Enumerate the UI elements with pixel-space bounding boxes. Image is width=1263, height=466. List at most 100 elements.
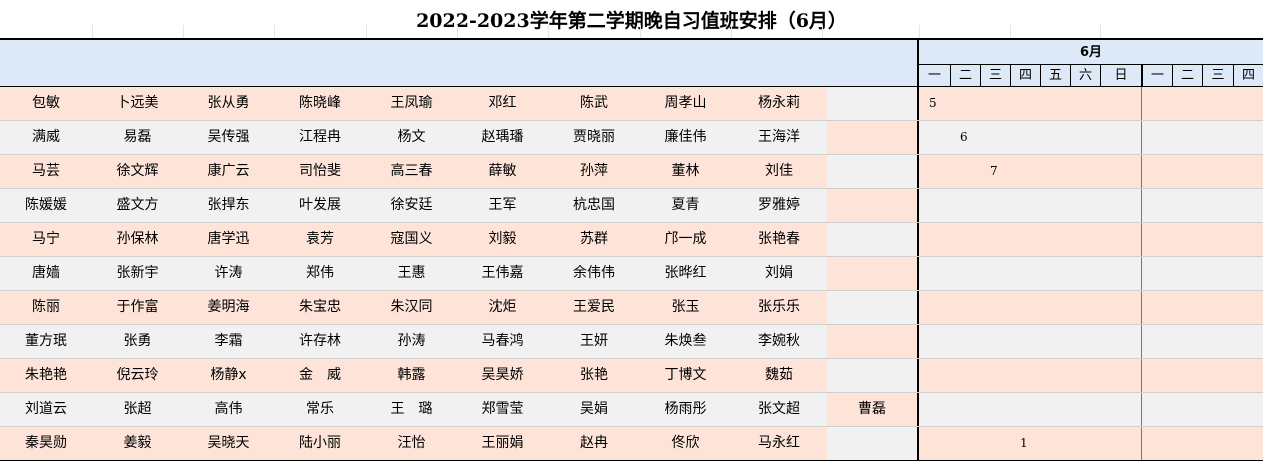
extra-column-background	[827, 223, 917, 256]
extra-column-background	[827, 291, 917, 324]
row-background	[0, 189, 827, 222]
row-background	[0, 155, 827, 188]
name-cell: 杨静x	[210, 367, 247, 383]
name-cell: 刘佳	[765, 163, 793, 179]
calendar-day-number: 6	[960, 130, 968, 144]
name-cell: 王妍	[580, 333, 608, 349]
row-background	[0, 121, 827, 154]
name-cell: 张捍东	[207, 197, 250, 213]
name-cell: 王海洋	[758, 129, 800, 145]
divider	[917, 359, 919, 392]
name-cell: 杨雨彤	[664, 401, 707, 417]
name-cell	[827, 223, 917, 256]
divider	[917, 291, 919, 324]
name-cell: 邓红	[488, 95, 517, 111]
calendar-day-number: 1	[1020, 436, 1028, 450]
divider	[1141, 155, 1142, 188]
name-cell: 张乐乐	[758, 299, 800, 315]
name-cell: 丁博文	[664, 367, 707, 383]
name-cell	[827, 427, 917, 460]
calendar-background	[919, 325, 1263, 358]
name-cell: 许存林	[299, 333, 341, 349]
name-cell: 廉佳伟	[664, 129, 707, 145]
name-cell: 刘毅	[488, 231, 517, 247]
name-cell: 朱宝忠	[299, 299, 341, 315]
divider	[917, 223, 919, 256]
name-cell: 汪怡	[397, 435, 426, 451]
name-cell: 陈媛媛	[25, 197, 67, 213]
duty-table: 包敏 卜远美 张从勇 陈晓峰 王凤瑜 邓红 陈武 周孝山 杨永莉 5 满威 易磊 吴传强 江程冉 杨文 赵瑀璠…	[0, 87, 1263, 461]
name-cell: 曹磊	[858, 401, 886, 417]
extra-column-background	[827, 87, 917, 120]
name-cell: 王伟嘉	[481, 265, 524, 281]
name-cell: 高三春	[390, 163, 433, 179]
name-cell: 吴娟	[580, 401, 608, 417]
name-cell: 贾晓丽	[573, 129, 615, 145]
name-cell: 姜毅	[123, 435, 152, 451]
name-cell: 董方珉	[25, 333, 67, 349]
name-cell: 王丽娟	[481, 435, 524, 451]
divider	[1141, 325, 1142, 358]
row-background	[0, 87, 827, 120]
name-cell: 夏青	[671, 197, 700, 213]
calendar-background	[919, 121, 1263, 154]
name-cell: 唐学迅	[207, 231, 250, 247]
divider	[917, 155, 919, 188]
name-cell: 叶发展	[299, 197, 341, 213]
name-cell: 刘道云	[25, 401, 67, 417]
name-cell: 郑伟	[306, 265, 334, 281]
row-background	[0, 393, 827, 426]
table-row: 马芸 徐文辉 康广云 司怡斐 高三春 薛敏 孙萍 董林 刘佳 7	[0, 155, 1263, 189]
row-background	[0, 257, 827, 290]
weekday-header: 二	[1172, 65, 1202, 87]
table-header: 6月 一二三四五六日一二三四	[0, 38, 1263, 87]
name-cell: 孙保林	[116, 231, 159, 247]
table-row: 秦昊勋 姜毅 吴晓天 陆小丽 汪怡 王丽娟 赵冉 佟欣 马永红 1	[0, 427, 1263, 461]
calendar-background	[919, 427, 1263, 460]
name-cell: 周孝山	[664, 95, 707, 111]
name-cell: 魏茹	[765, 367, 793, 383]
name-cell: 许涛	[214, 265, 243, 281]
divider	[1141, 291, 1142, 324]
name-cell: 司怡斐	[299, 163, 341, 179]
name-cell: 袁芳	[306, 231, 334, 247]
name-cell: 王军	[488, 197, 517, 213]
divider	[917, 257, 919, 290]
weekday-header: 三	[1202, 65, 1233, 87]
table-row: 陈丽 于作富 姜明海 朱宝忠 朱汉同 沈炬 王爱民 张玉 张乐乐	[0, 291, 1263, 325]
name-cell: 徐文辉	[116, 163, 159, 179]
name-cell: 张晔红	[664, 265, 707, 281]
divider	[917, 189, 919, 222]
divider	[1141, 393, 1142, 426]
name-cell: 于作富	[116, 299, 159, 315]
name-cell: 余伟伟	[573, 265, 615, 281]
extra-column-background	[827, 359, 917, 392]
name-cell: 薛敏	[488, 163, 517, 179]
table-row: 马宁 孙保林 唐学迅 袁芳 寇国义 刘毅 苏群 邝一成 张艳春	[0, 223, 1263, 257]
name-cell: 邝一成	[664, 231, 707, 247]
extra-column-background	[827, 155, 917, 188]
name-cell: 董林	[671, 163, 700, 179]
name-cell: 张勇	[123, 333, 152, 349]
name-cell: 朱汉同	[390, 299, 433, 315]
name-cell: 佟欣	[671, 435, 700, 451]
extra-column-background	[827, 121, 917, 154]
name-cell	[827, 155, 917, 188]
name-cell: 秦昊勋	[25, 435, 67, 451]
name-cell	[827, 325, 917, 358]
extra-column-background	[827, 325, 917, 358]
calendar-background	[919, 155, 1263, 188]
name-cell: 姜明海	[207, 299, 250, 315]
name-cell: 张超	[123, 401, 152, 417]
name-cell: 吴晓天	[207, 435, 250, 451]
name-cell: 康广云	[207, 163, 250, 179]
name-cell: 陈武	[580, 95, 608, 111]
name-cell: 张玉	[671, 299, 700, 315]
name-cell: 马宁	[32, 231, 60, 247]
name-cell: 包敏	[32, 95, 60, 111]
name-cell	[827, 121, 917, 154]
table-row: 满威 易磊 吴传强 江程冉 杨文 赵瑀璠 贾晓丽 廉佳伟 王海洋 6	[0, 121, 1263, 155]
name-cell: 韩露	[397, 367, 426, 383]
name-cell: 朱焕叁	[664, 333, 707, 349]
name-cell: 卜远美	[116, 95, 159, 111]
